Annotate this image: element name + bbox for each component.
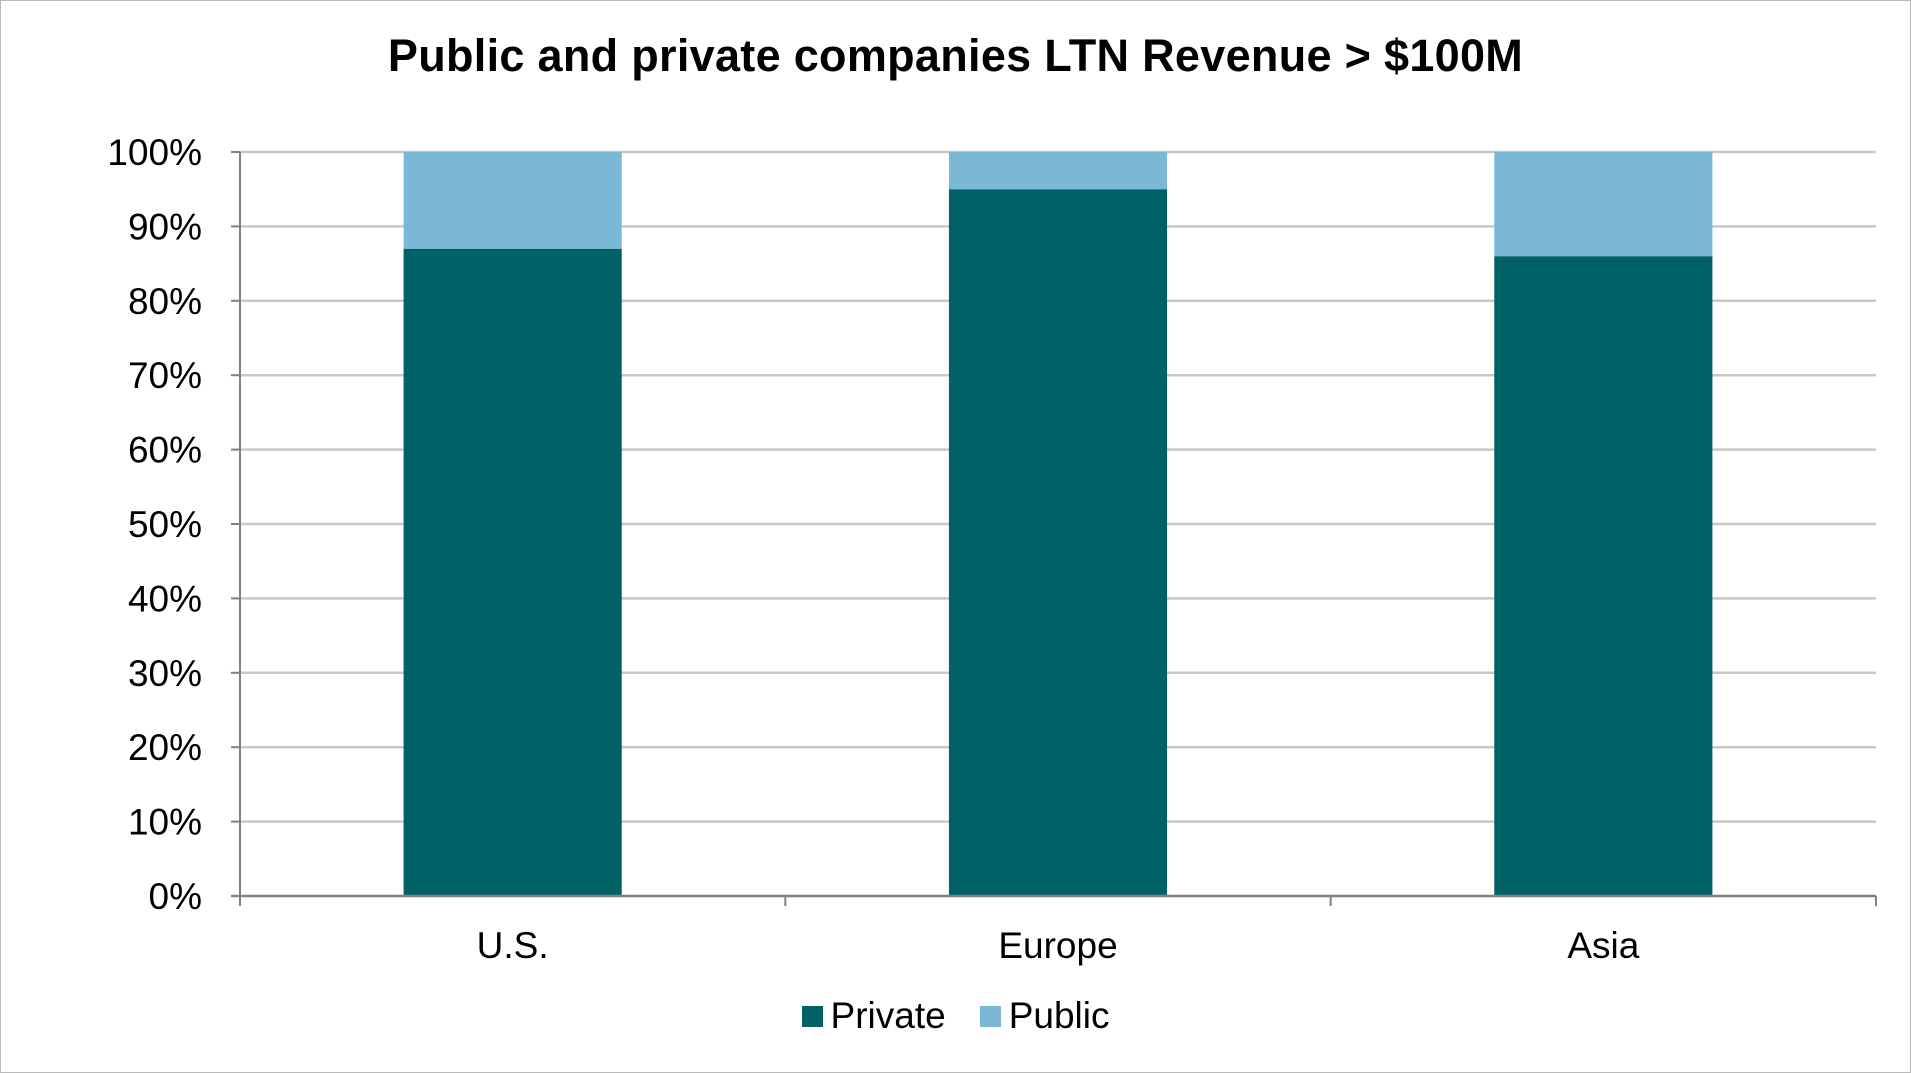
y-tick-label: 10%: [128, 802, 202, 843]
x-tick-labels: U.S. Europe Asia: [477, 925, 1640, 966]
y-tick-label: 0%: [149, 876, 202, 917]
bar-public-2: [948, 152, 1168, 190]
y-tick-label: 100%: [107, 132, 202, 173]
legend-swatch-public: [979, 1005, 1001, 1027]
legend-label-private: Private: [830, 995, 946, 1036]
y-tick-label: 40%: [128, 578, 202, 619]
x-tick-label: U.S.: [477, 925, 549, 966]
y-tick-label: 20%: [128, 727, 202, 768]
bar-private-2: [948, 189, 1168, 896]
y-tick-label: 30%: [128, 653, 202, 694]
axes: [231, 151, 1877, 906]
y-tick-label: 90%: [128, 206, 202, 247]
legend-label-public: Public: [1008, 995, 1110, 1036]
legend: Private Public: [0, 995, 1911, 1037]
legend-item-public: Public: [979, 995, 1110, 1037]
bar-public-1: [403, 152, 622, 249]
y-tick-label: 70%: [128, 355, 202, 396]
bars: [403, 152, 1713, 897]
bar-private-1: [403, 248, 622, 897]
y-tick-label: 60%: [128, 430, 202, 471]
x-tick-label: Asia: [1567, 925, 1639, 966]
legend-swatch-private: [801, 1005, 823, 1027]
y-tick-label: 80%: [128, 281, 202, 322]
bar-public-3: [1494, 152, 1713, 257]
y-tick-label: 50%: [128, 504, 202, 545]
legend-item-private: Private: [801, 995, 946, 1037]
chart-title: Public and private companies LTN Revenue…: [387, 30, 1524, 81]
x-tick-label: Europe: [998, 925, 1117, 966]
bar-private-3: [1494, 256, 1713, 896]
y-tick-labels: 0% 10% 20% 30% 40% 50% 60% 70% 80% 90% 100%: [107, 132, 202, 917]
